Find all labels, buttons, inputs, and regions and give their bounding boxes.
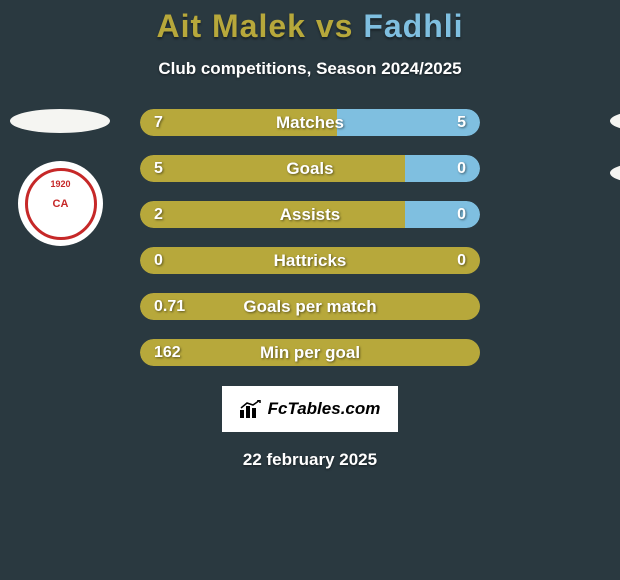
team-crest-icon: CA (25, 168, 97, 240)
stat-label: Hattricks (274, 251, 347, 271)
stat-row: 0.71 Goals per match (140, 293, 480, 320)
vs-separator: vs (316, 8, 354, 44)
stat-row: 0 Hattricks 0 (140, 247, 480, 274)
bar-overlay: 7 Matches 5 (140, 109, 480, 136)
player1-name: Ait Malek (156, 8, 305, 44)
stat-row: 7 Matches 5 (140, 109, 480, 136)
stat-label: Goals (286, 159, 333, 179)
stats-chart: CA 7Matches55Goals02Assists00Hattricks00… (0, 109, 620, 366)
league-badge-right-1 (610, 109, 620, 133)
bar-overlay: 0 Hattricks 0 (140, 247, 480, 274)
bar-overlay: 0.71 Goals per match (140, 293, 480, 320)
chart-icon (240, 400, 262, 418)
stat-label: Min per goal (260, 343, 360, 363)
stat-label: Goals per match (243, 297, 376, 317)
date-line: 22 february 2025 (243, 450, 377, 470)
bar-overlay: 5 Goals 0 (140, 155, 480, 182)
league-badge-left (10, 109, 110, 133)
stat-row: 2 Assists 0 (140, 201, 480, 228)
league-badge-right-2 (610, 161, 620, 185)
stat-label: Assists (280, 205, 340, 225)
bar-overlay: 2 Assists 0 (140, 201, 480, 228)
stat-right-value: 0 (457, 252, 466, 270)
brand-badge[interactable]: FcTables.com (222, 386, 398, 432)
stat-label: Matches (276, 113, 344, 133)
stat-left-value: 0 (154, 252, 163, 270)
stat-left-value: 2 (154, 206, 163, 224)
stat-row: 5 Goals 0 (140, 155, 480, 182)
stat-right-value: 5 (457, 114, 466, 132)
stat-left-value: 162 (154, 344, 181, 362)
bars-column: 7 Matches 5 5 Goals 0 2 Assists 0 0 Hattricks 0 0.71… (140, 109, 480, 366)
stat-left-value: 7 (154, 114, 163, 132)
stat-left-value: 5 (154, 160, 163, 178)
team-badge-left: CA (18, 161, 103, 246)
bar-overlay: 162 Min per goal (140, 339, 480, 366)
brand-text: FcTables.com (268, 399, 381, 419)
stat-left-value: 0.71 (154, 298, 185, 316)
stat-row: 162 Min per goal (140, 339, 480, 366)
stat-right-value: 0 (457, 206, 466, 224)
stat-right-value: 0 (457, 160, 466, 178)
player2-name: Fadhli (363, 8, 463, 44)
comparison-panel: Ait Malek vs Fadhli Club competitions, S… (0, 0, 620, 470)
page-title: Ait Malek vs Fadhli (156, 8, 463, 45)
subtitle: Club competitions, Season 2024/2025 (158, 59, 461, 79)
